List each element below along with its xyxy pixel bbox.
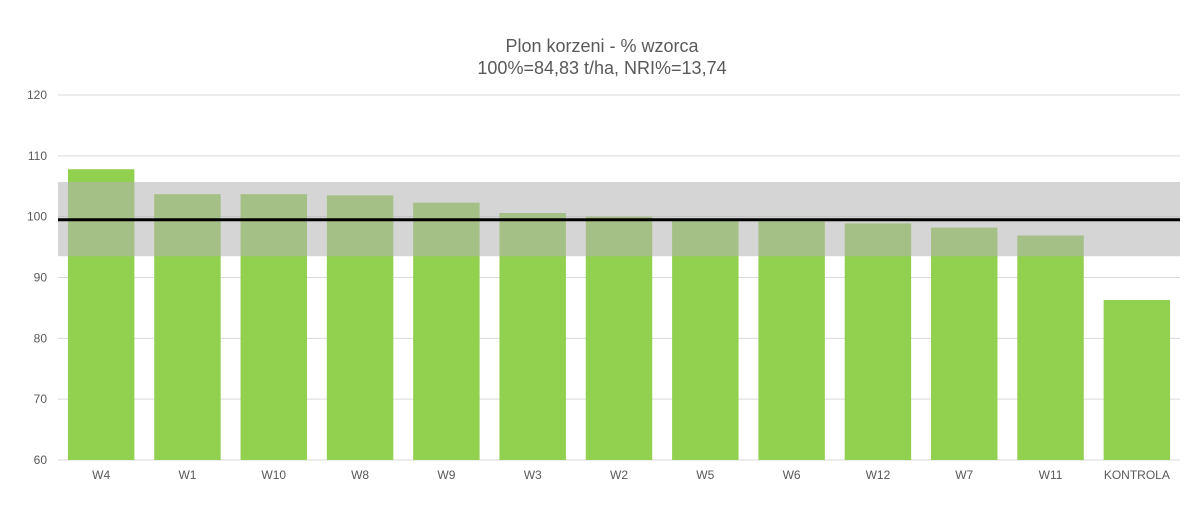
- x-tick-label: W12: [866, 468, 891, 482]
- y-tick-label: 100: [27, 210, 47, 224]
- y-tick-label: 110: [28, 149, 47, 163]
- x-tick-label: W7: [955, 468, 973, 482]
- x-tick-label: W4: [92, 468, 110, 482]
- x-tick-label: W3: [524, 468, 542, 482]
- bar: [672, 219, 739, 460]
- chart-subtitle: 100%=84,83 t/ha, NRI%=13,74: [477, 58, 727, 78]
- bar: [1017, 235, 1084, 460]
- x-tick-label: W11: [1039, 468, 1063, 482]
- x-tick-label: W5: [696, 468, 714, 482]
- bar: [758, 221, 825, 460]
- y-tick-label: 80: [34, 331, 48, 345]
- x-tick-label: W8: [351, 468, 369, 482]
- axis-labels: 60 70 80 90 100 110 120 W4 W1 W10 W8 W9 W3 W2 W5 W6 W12 W…: [27, 88, 1170, 482]
- x-tick-label: W9: [437, 468, 455, 482]
- y-tick-label: 60: [34, 453, 48, 467]
- bar: [1103, 300, 1171, 460]
- x-tick-label: W2: [610, 468, 628, 482]
- x-tick-label: W6: [783, 468, 801, 482]
- x-tick-label: W1: [178, 468, 196, 482]
- chart-title: Plon korzeni - % wzorca: [505, 36, 699, 56]
- bar: [844, 223, 912, 460]
- y-tick-label: 120: [27, 88, 47, 102]
- x-tick-label: W10: [261, 468, 286, 482]
- x-tick-label: KONTROLA: [1104, 468, 1170, 482]
- y-tick-label: 70: [34, 392, 48, 406]
- bar: [585, 216, 653, 460]
- bar: [931, 227, 998, 460]
- y-tick-label: 90: [34, 271, 48, 285]
